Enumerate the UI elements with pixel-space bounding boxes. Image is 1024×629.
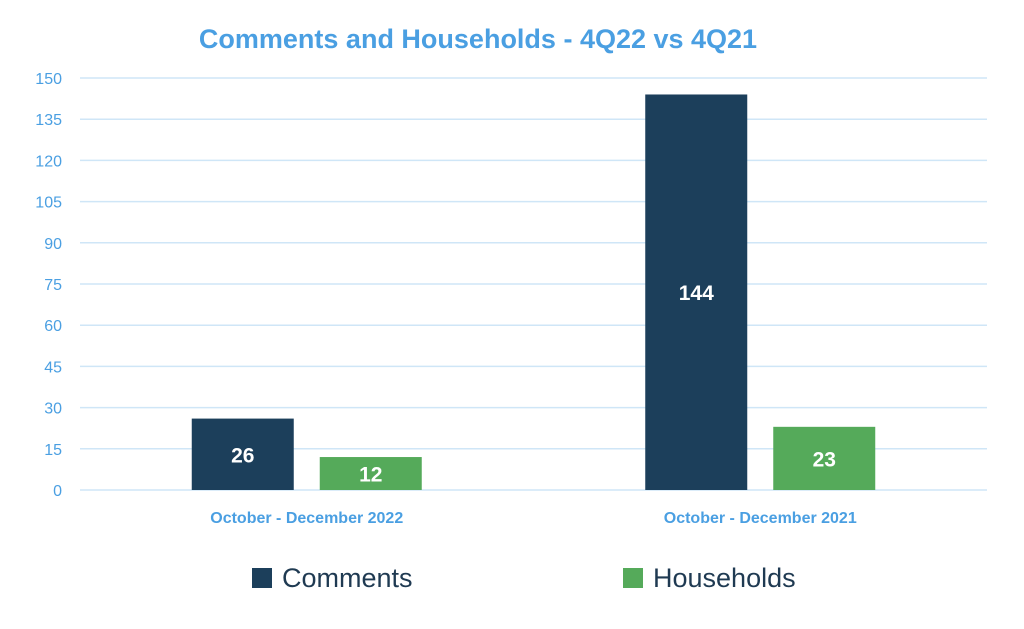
y-tick-label: 75 <box>44 277 62 294</box>
legend-swatch-households <box>623 568 643 588</box>
data-label: 12 <box>359 464 382 487</box>
bar-comments <box>191 418 294 490</box>
y-axis-ticks: 0 15 30 45 60 75 90 105 120 135 150 <box>35 71 62 500</box>
data-label: 23 <box>813 448 836 471</box>
bar-comments <box>645 94 748 490</box>
legend-label-comments: Comments <box>282 562 413 593</box>
bars <box>191 94 876 490</box>
y-tick-label: 30 <box>44 401 62 418</box>
y-tick-label: 0 <box>53 483 62 500</box>
bar-households <box>773 426 876 490</box>
bar-households <box>319 457 422 490</box>
y-tick-label: 120 <box>35 153 62 170</box>
x-tick-label: October - December 2022 <box>210 510 403 527</box>
y-tick-label: 105 <box>35 195 62 212</box>
legend-item-households: Households <box>623 560 796 596</box>
x-axis-ticks: October - December 2022 October - Decembe… <box>210 510 857 527</box>
gridlines <box>80 77 987 491</box>
x-tick-label: October - December 2021 <box>664 510 857 527</box>
y-tick-label: 135 <box>35 112 62 129</box>
y-tick-label: 15 <box>44 442 62 459</box>
data-labels: 26 12 144 23 <box>231 282 836 486</box>
legend-item-comments: Comments <box>252 560 413 596</box>
y-tick-label: 60 <box>44 318 62 335</box>
legend-swatch-comments <box>252 568 272 588</box>
data-label: 144 <box>679 282 714 305</box>
chart-title: Comments and Households - 4Q22 vs 4Q21 <box>198 24 758 54</box>
data-label: 26 <box>231 444 254 467</box>
legend-label-households: Households <box>653 562 796 593</box>
y-tick-label: 150 <box>35 71 62 88</box>
y-tick-label: 45 <box>44 359 62 376</box>
y-tick-label: 90 <box>44 236 62 253</box>
